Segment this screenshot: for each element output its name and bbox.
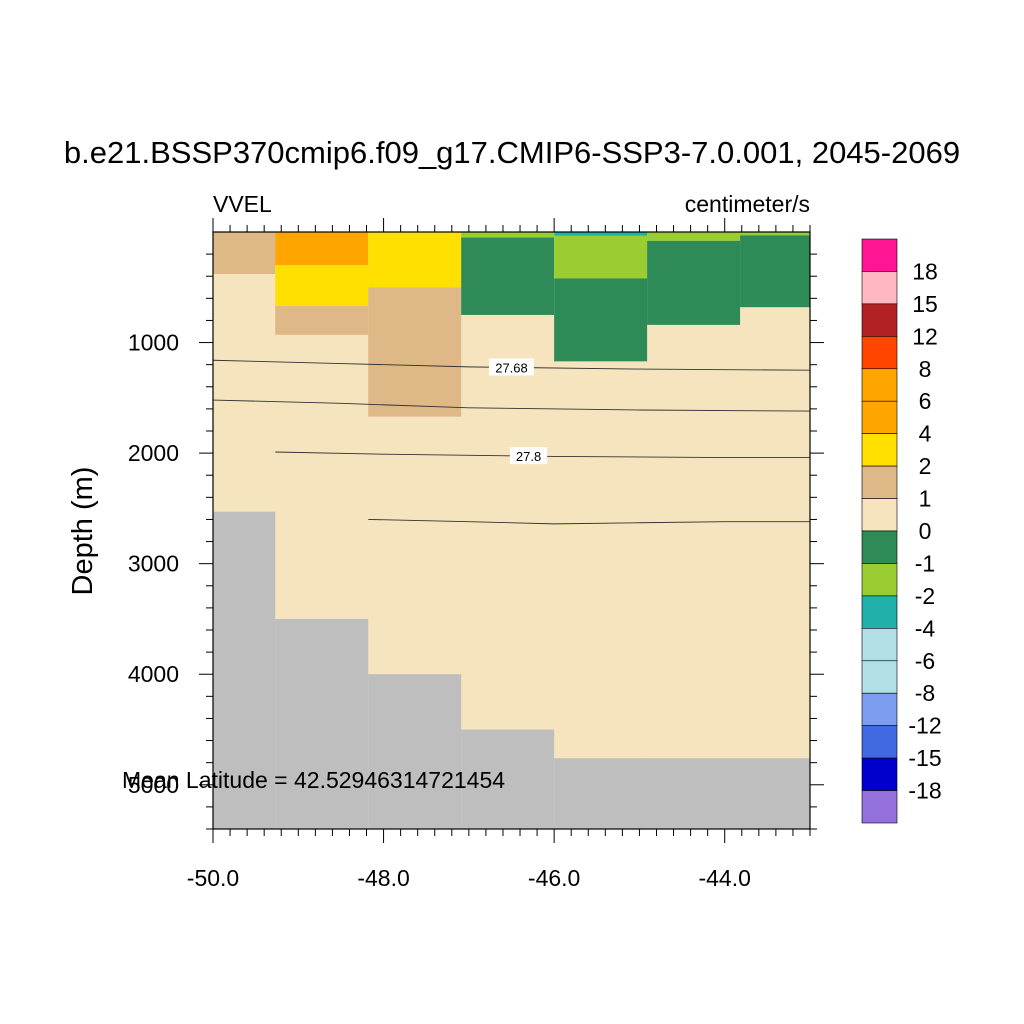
contour-line <box>368 518 810 525</box>
velocity-cell <box>554 278 648 362</box>
velocity-cell <box>554 232 648 236</box>
seafloor-block <box>275 618 369 829</box>
contour-line <box>212 399 811 412</box>
y-tick-label: 2000 <box>128 440 179 466</box>
velocity-cell <box>647 240 741 325</box>
colorbar-label: -2 <box>915 583 935 609</box>
colorbar-label: 2 <box>919 453 932 479</box>
colorbar-swatch <box>861 790 898 824</box>
colorbar-swatch <box>861 238 898 272</box>
mean-latitude-annotation: Mean Latitude = 42.52946314721454 <box>122 767 505 793</box>
colorbar-swatch <box>861 433 898 467</box>
velocity-cell <box>368 232 462 288</box>
colorbar-swatch <box>861 303 898 337</box>
colorbar-swatch <box>861 271 898 305</box>
velocity-cell <box>647 232 741 241</box>
x-tick-label: -46.0 <box>528 865 580 891</box>
contour-line <box>212 359 811 371</box>
velocity-cell <box>213 232 276 275</box>
colorbar-swatch <box>861 400 898 434</box>
units-label: centimeter/s <box>685 191 810 217</box>
colorbar-swatch <box>861 498 898 532</box>
colorbar-swatch <box>861 595 898 629</box>
colorbar-label: 12 <box>912 323 938 349</box>
velocity-cell <box>554 235 648 279</box>
y-tick-label: 4000 <box>128 661 179 687</box>
colorbar-swatch <box>861 660 898 694</box>
colorbar-label: 0 <box>919 518 932 544</box>
contour-label: 27.8 <box>516 449 541 464</box>
colorbar-swatch <box>861 368 898 402</box>
variable-label: VVEL <box>213 191 272 217</box>
x-tick-label: -50.0 <box>187 865 239 891</box>
colorbar-label: -4 <box>915 615 936 641</box>
colorbar-label: -18 <box>908 778 941 804</box>
y-tick-label: 5000 <box>128 772 179 798</box>
chart-title: b.e21.BSSP370cmip6.f09_g17.CMIP6-SSP3-7.… <box>64 135 960 170</box>
velocity-cell <box>461 237 555 315</box>
plot-frame <box>212 231 811 830</box>
colorbar-swatch <box>861 628 898 662</box>
x-tick-label: -48.0 <box>357 865 409 891</box>
contour-line <box>275 451 810 458</box>
colorbar-swatch <box>861 757 898 791</box>
colorbar-label: 6 <box>919 388 932 414</box>
y-axis-label: Depth (m) <box>67 467 99 596</box>
colorbar-swatch <box>861 725 898 759</box>
velocity-cell <box>461 232 555 238</box>
seafloor-block <box>213 511 276 829</box>
colorbar-swatch <box>861 692 898 726</box>
velocity-cells <box>213 232 810 417</box>
colorbar-swatch <box>861 465 898 499</box>
colorbar: 18 15 12 8 6 4 2 1 0 -1 -2 -4 -6 -8 -12 -15 -18 <box>861 238 942 824</box>
colorbar-label: -6 <box>915 648 935 674</box>
colorbar-label: -1 <box>915 550 935 576</box>
bathymetry-mask <box>213 511 810 829</box>
colorbar-swatch <box>861 563 898 597</box>
colorbar-label: 4 <box>919 421 932 447</box>
seafloor-block <box>647 758 810 829</box>
colorbar-label: 18 <box>912 258 938 284</box>
colorbar-label: 15 <box>912 291 938 317</box>
velocity-cell <box>740 232 810 236</box>
colorbar-swatch <box>861 530 898 564</box>
y-tick-label: 3000 <box>128 551 179 577</box>
colorbar-label: -15 <box>908 745 941 771</box>
seafloor-block <box>461 729 555 829</box>
colorbar-label: 1 <box>919 486 932 512</box>
velocity-cell <box>275 306 369 335</box>
seafloor-block <box>554 758 648 829</box>
velocity-cell <box>275 265 369 307</box>
colorbar-label: -8 <box>915 680 935 706</box>
velocity-cell <box>740 235 810 308</box>
velocity-cell <box>275 232 369 266</box>
colorbar-label: 8 <box>919 356 932 382</box>
colorbar-label: -12 <box>908 713 941 739</box>
velocity-cell <box>368 287 462 417</box>
x-tick-label: -44.0 <box>698 865 750 891</box>
colorbar-swatch <box>861 336 898 370</box>
contour-label-bg <box>489 358 534 376</box>
contour-label-bg <box>509 447 548 465</box>
seafloor-block <box>368 674 462 829</box>
contour-label: 27.68 <box>495 360 528 375</box>
density-contours: 27.68 27.8 <box>212 358 811 525</box>
y-tick-label: 1000 <box>128 330 179 356</box>
axes: -50.0 -48.0 -46.0 -44.0 1000 2000 3000 4000 5000 <box>128 218 824 891</box>
